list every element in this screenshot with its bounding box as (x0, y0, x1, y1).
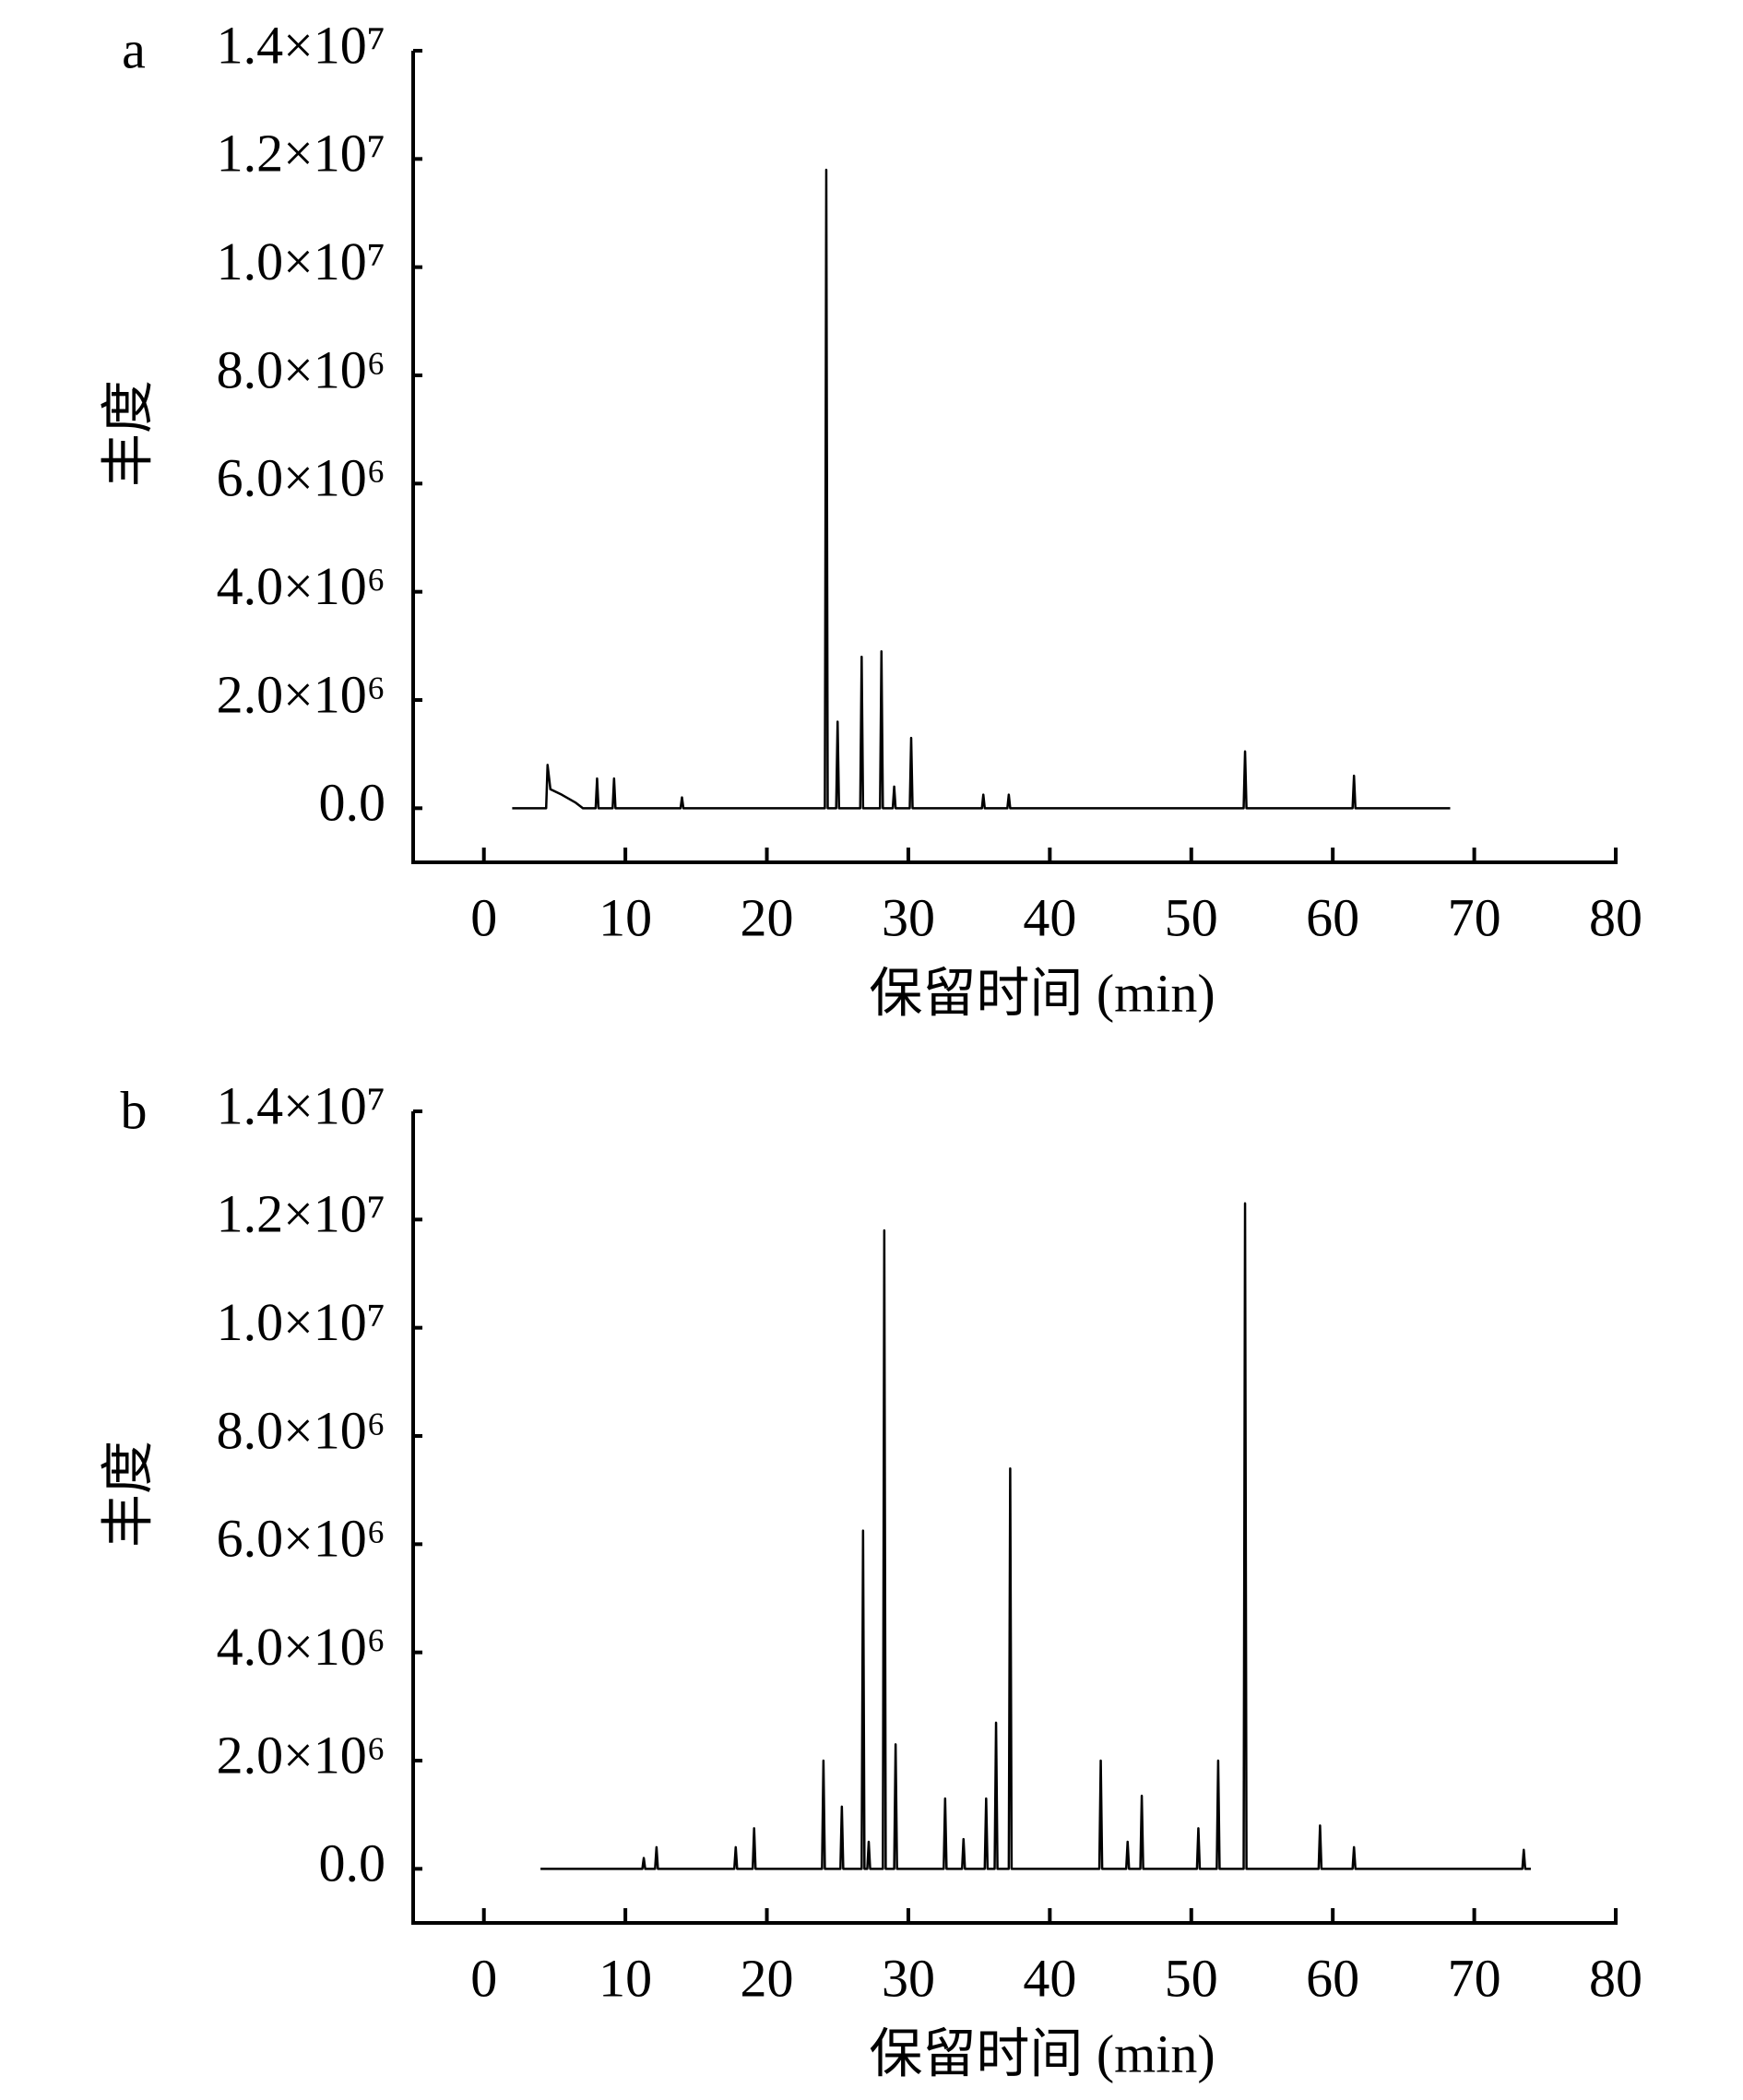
x-tick-label: 70 (1448, 1948, 1501, 2008)
y-tick-label: 2.0×10⁶ (217, 1725, 385, 1785)
y-tick-label: 1.4×10⁷ (217, 15, 385, 75)
x-tick-label: 50 (1165, 887, 1218, 947)
y-tick-label: 1.4×10⁷ (217, 1075, 385, 1135)
y-tick-label: 1.0×10⁷ (217, 231, 385, 291)
y-axis-label: 丰度 (98, 380, 158, 487)
x-tick-label: 60 (1306, 1948, 1359, 2008)
x-tick-label: 20 (741, 1948, 794, 2008)
y-tick-label: 0.0 (319, 1833, 386, 1893)
x-tick-label: 80 (1589, 887, 1642, 947)
y-tick-label: 1.2×10⁷ (217, 1184, 385, 1244)
x-tick-label: 70 (1448, 887, 1501, 947)
y-tick-label: 0.0 (319, 773, 386, 833)
y-tick-label: 8.0×10⁶ (217, 1400, 385, 1460)
y-tick-label: 4.0×10⁶ (217, 556, 385, 616)
y-tick-label: 1.2×10⁷ (217, 124, 385, 184)
x-tick-label: 30 (882, 887, 935, 947)
y-tick-label: 2.0×10⁶ (217, 664, 385, 724)
x-tick-label: 10 (599, 1948, 652, 2008)
panel-label: a (122, 19, 146, 79)
y-tick-label: 6.0×10⁶ (217, 448, 385, 508)
x-tick-label: 20 (741, 887, 794, 947)
x-tick-label: 30 (882, 1948, 935, 2008)
y-tick-label: 6.0×10⁶ (217, 1509, 385, 1569)
x-tick-label: 40 (1023, 887, 1076, 947)
x-tick-label: 50 (1165, 1948, 1218, 2008)
y-axis-label: 丰度 (98, 1441, 158, 1548)
panel-label: b (121, 1080, 148, 1140)
y-tick-label: 4.0×10⁶ (217, 1617, 385, 1677)
x-axis-label: 保留时间 (min) (869, 2023, 1215, 2083)
chromatogram-line (512, 168, 1451, 810)
x-tick-label: 80 (1589, 1948, 1642, 2008)
x-tick-label: 10 (599, 887, 652, 947)
chromatogram-line (540, 1202, 1531, 1870)
y-tick-label: 1.0×10⁷ (217, 1292, 385, 1352)
x-tick-label: 0 (470, 1948, 497, 2008)
y-tick-label: 8.0×10⁶ (217, 339, 385, 399)
x-axis-label: 保留时间 (min) (869, 963, 1215, 1023)
x-tick-label: 0 (470, 887, 497, 947)
x-tick-label: 60 (1306, 887, 1359, 947)
x-tick-label: 40 (1023, 1948, 1076, 2008)
